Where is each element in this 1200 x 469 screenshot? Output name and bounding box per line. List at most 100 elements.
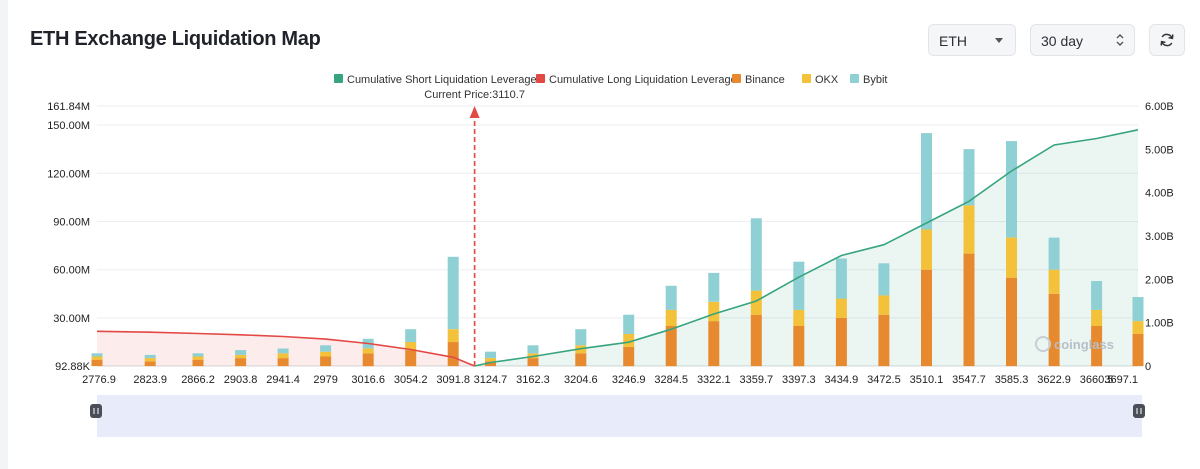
bar-okx xyxy=(708,301,720,322)
legend-swatch[interactable] xyxy=(802,74,811,83)
y-left-tick-label: 92.88K xyxy=(55,361,91,373)
bar-bybit xyxy=(623,314,635,334)
bar-okx xyxy=(623,334,635,347)
bar-bybit xyxy=(405,329,417,343)
chevron-down-icon xyxy=(995,38,1003,43)
current-price-arrow-icon xyxy=(469,106,480,118)
x-tick-label: 2776.9 xyxy=(82,374,116,386)
period-select-value: 30 day xyxy=(1041,33,1084,49)
x-tick-label: 3162.3 xyxy=(516,374,550,386)
bar-binance xyxy=(963,253,975,367)
bar-okx xyxy=(277,353,289,359)
x-tick-label: 2866.2 xyxy=(181,374,215,386)
bar-binance xyxy=(1006,277,1017,367)
bar-bybit xyxy=(192,353,204,357)
legend-swatch[interactable] xyxy=(732,74,741,83)
bar-okx xyxy=(665,309,677,326)
x-tick-label: 2979 xyxy=(313,374,337,386)
bar-bybit xyxy=(575,329,587,346)
bar-binance xyxy=(750,314,762,367)
period-select[interactable]: 30 day xyxy=(1030,24,1135,56)
bar-okx xyxy=(1048,269,1060,294)
refresh-button[interactable] xyxy=(1149,24,1185,56)
y-left-tick-label: 161.84M xyxy=(47,101,90,113)
x-tick-label: 3246.9 xyxy=(612,374,646,386)
bar-binance xyxy=(144,361,156,367)
bar-okx xyxy=(750,290,762,315)
bar-okx xyxy=(320,351,332,357)
bar-bybit xyxy=(527,345,539,354)
bar-bybit xyxy=(878,263,890,296)
y-left-tick-label: 30.00M xyxy=(53,313,90,325)
bar-okx xyxy=(1006,237,1017,278)
bar-binance xyxy=(1048,293,1060,367)
y-right-tick-label: 4.00B xyxy=(1145,188,1174,200)
bar-okx xyxy=(835,298,847,318)
x-tick-label: 3472.5 xyxy=(867,374,901,386)
bar-binance xyxy=(1132,334,1144,367)
bar-okx xyxy=(1091,309,1103,326)
x-tick-label: 3284.5 xyxy=(654,374,688,386)
bar-okx xyxy=(144,358,156,362)
x-tick-label: 3204.6 xyxy=(564,374,598,386)
legend-swatch[interactable] xyxy=(334,74,343,83)
bar-binance xyxy=(235,358,247,367)
bar-binance xyxy=(623,346,635,367)
bar-binance xyxy=(921,269,932,367)
bar-binance xyxy=(708,321,720,367)
short-cumulative-line xyxy=(474,129,1139,367)
bar-bybit xyxy=(835,258,847,299)
x-tick-label: 3510.1 xyxy=(910,374,944,386)
x-tick-label: 3359.7 xyxy=(739,374,773,386)
legend-item: Cumulative Long Liquidation Leverage xyxy=(549,74,737,86)
legend-item: Bybit xyxy=(863,74,887,86)
range-handle-left[interactable] xyxy=(90,404,102,418)
bar-binance xyxy=(91,359,103,367)
legend-swatch[interactable] xyxy=(850,74,859,83)
bar-okx xyxy=(362,348,374,354)
bar-bybit xyxy=(793,261,805,310)
bar-okx xyxy=(485,358,496,362)
bar-bybit xyxy=(91,353,103,357)
legend-item: Binance xyxy=(745,74,785,86)
y-left-tick-label: 90.00M xyxy=(53,216,90,228)
bar-bybit xyxy=(1006,141,1017,238)
x-tick-label: 3322.1 xyxy=(697,374,731,386)
bar-bybit xyxy=(277,348,289,354)
bar-okx xyxy=(921,229,932,270)
legend-swatch[interactable] xyxy=(536,74,545,83)
x-tick-label: 3585.3 xyxy=(995,374,1029,386)
x-tick-label: 3622.9 xyxy=(1037,374,1071,386)
bar-bybit xyxy=(750,218,762,291)
page-title: ETH Exchange Liquidation Map xyxy=(30,28,321,50)
x-tick-label: 3124.7 xyxy=(474,374,508,386)
bar-bybit xyxy=(1132,297,1144,322)
legend-item: Cumulative Short Liquidation Leverage xyxy=(347,74,537,86)
bar-okx xyxy=(91,356,103,360)
coinglass-logo-icon xyxy=(1035,336,1051,352)
x-tick-label: 3397.3 xyxy=(782,374,816,386)
x-tick-label: 3547.7 xyxy=(952,374,986,386)
y-left-tick-label: 150.00M xyxy=(47,120,90,132)
bar-binance xyxy=(878,314,890,367)
x-tick-label: 3054.2 xyxy=(394,374,428,386)
bar-binance xyxy=(665,326,677,367)
coin-select[interactable]: ETH xyxy=(928,24,1016,56)
y-right-tick-label: 3.00B xyxy=(1145,231,1174,243)
legend-item: OKX xyxy=(815,74,839,86)
chart-card: ETH Exchange Liquidation Map ETH 30 day xyxy=(8,0,1200,469)
bar-bybit xyxy=(921,133,932,230)
range-navigator[interactable] xyxy=(97,395,1142,437)
bar-binance xyxy=(1091,326,1103,367)
refresh-icon xyxy=(1160,33,1174,47)
bar-bybit xyxy=(963,149,975,206)
x-tick-label: 3091.8 xyxy=(436,374,470,386)
x-tick-label: 3697.1 xyxy=(1104,374,1138,386)
range-handle-right[interactable] xyxy=(1133,404,1145,418)
bar-bybit xyxy=(320,345,332,352)
bar-binance xyxy=(527,358,539,367)
bar-binance xyxy=(485,361,496,367)
x-tick-label: 3434.9 xyxy=(825,374,859,386)
bar-binance xyxy=(575,353,587,367)
bar-bybit xyxy=(665,285,677,310)
